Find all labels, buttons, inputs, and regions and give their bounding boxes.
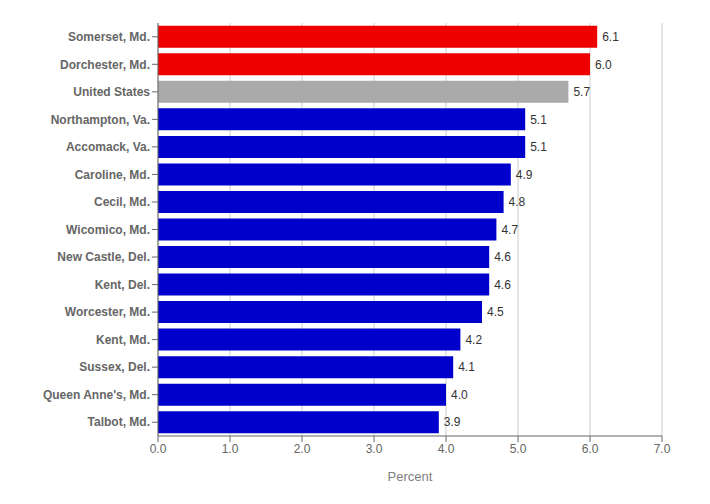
svg-text:Wicomico, Md.: Wicomico, Md. [66, 223, 150, 237]
svg-text:Cecil, Md.: Cecil, Md. [94, 195, 150, 209]
svg-text:Talbot, Md.: Talbot, Md. [88, 415, 150, 429]
svg-text:4.7: 4.7 [501, 223, 518, 237]
svg-text:3.9: 3.9 [444, 415, 461, 429]
svg-text:4.0: 4.0 [438, 442, 455, 456]
svg-text:Caroline, Md.: Caroline, Md. [75, 168, 150, 182]
svg-text:5.0: 5.0 [510, 442, 527, 456]
svg-text:4.8: 4.8 [509, 195, 526, 209]
svg-text:United States: United States [73, 85, 150, 99]
svg-text:Sussex, Del.: Sussex, Del. [79, 360, 150, 374]
svg-text:6.1: 6.1 [602, 30, 619, 44]
svg-text:4.9: 4.9 [516, 168, 533, 182]
svg-text:Kent, Md.: Kent, Md. [96, 333, 150, 347]
svg-text:4.0: 4.0 [451, 388, 468, 402]
svg-text:0.0: 0.0 [150, 442, 167, 456]
svg-text:4.1: 4.1 [458, 360, 475, 374]
svg-text:5.7: 5.7 [573, 85, 590, 99]
svg-text:Percent: Percent [388, 469, 433, 484]
svg-text:5.1: 5.1 [530, 113, 547, 127]
svg-text:Somerset, Md.: Somerset, Md. [68, 30, 150, 44]
svg-text:5.1: 5.1 [530, 140, 547, 154]
svg-text:4.5: 4.5 [487, 305, 504, 319]
svg-text:4.6: 4.6 [494, 278, 511, 292]
svg-text:2.0: 2.0 [294, 442, 311, 456]
svg-text:Northampton, Va.: Northampton, Va. [51, 113, 150, 127]
svg-text:6.0: 6.0 [582, 442, 599, 456]
svg-text:Worcester, Md.: Worcester, Md. [65, 305, 150, 319]
svg-text:4.2: 4.2 [465, 333, 482, 347]
svg-text:Dorchester, Md.: Dorchester, Md. [60, 58, 150, 72]
svg-text:6.0: 6.0 [595, 58, 612, 72]
svg-text:4.6: 4.6 [494, 250, 511, 264]
svg-text:New Castle, Del.: New Castle, Del. [57, 250, 150, 264]
svg-text:Accomack, Va.: Accomack, Va. [66, 140, 150, 154]
svg-text:Kent, Del.: Kent, Del. [95, 278, 150, 292]
svg-text:Queen Anne's, Md.: Queen Anne's, Md. [43, 388, 150, 402]
svg-text:1.0: 1.0 [222, 442, 239, 456]
svg-text:7.0: 7.0 [654, 442, 671, 456]
svg-text:3.0: 3.0 [366, 442, 383, 456]
